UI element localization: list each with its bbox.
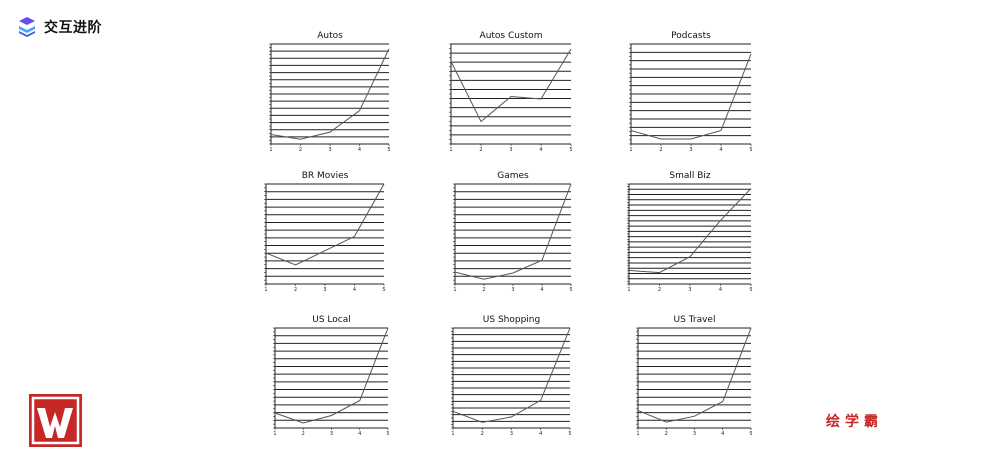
x-tick-label: 1 (264, 287, 267, 293)
line-chart: US Local 1 2 3 4 5 (273, 315, 390, 437)
x-tick-label: 1 (627, 287, 630, 293)
chart-panel: Podcasts 1 2 3 4 5 (625, 28, 761, 156)
x-tick-label: 4 (719, 147, 722, 153)
footer-brand-text: 绘学霸 (826, 414, 883, 430)
x-tick-label: 5 (568, 431, 571, 437)
chart-title: Podcasts (671, 31, 711, 41)
series-line (452, 327, 571, 423)
x-tick-label: 2 (294, 287, 297, 293)
line-chart: Autos 1 2 3 4 5 (269, 31, 391, 153)
series-line (630, 53, 752, 140)
x-tick-label: 1 (629, 147, 632, 153)
series-line (274, 327, 389, 424)
x-tick-label: 2 (659, 147, 662, 153)
x-tick-label: 1 (636, 431, 639, 437)
line-chart: Autos Custom 1 2 3 4 5 (449, 31, 573, 153)
x-tick-label: 4 (539, 431, 542, 437)
x-tick-label: 5 (569, 147, 572, 153)
x-tick-label: 3 (509, 147, 512, 153)
series-line (450, 48, 572, 123)
x-tick-label: 3 (323, 287, 326, 293)
line-chart: US Shopping 1 2 3 4 5 (451, 315, 572, 437)
chart-panel: US Shopping 1 2 3 4 5 (447, 312, 580, 440)
x-tick-label: 5 (749, 287, 752, 293)
x-tick-label: 4 (358, 147, 361, 153)
series-line (270, 48, 390, 140)
line-chart: Small Biz 1 2 3 4 5 (627, 171, 753, 293)
series-line (454, 183, 572, 280)
line-chart: Games 1 2 3 4 5 (453, 171, 573, 293)
x-tick-label: 2 (302, 431, 305, 437)
x-tick-label: 5 (749, 147, 752, 153)
x-tick-label: 3 (330, 431, 333, 437)
chart-title: US Shopping (483, 315, 540, 325)
x-tick-label: 3 (688, 287, 691, 293)
series-line (637, 327, 752, 423)
x-tick-label: 2 (665, 431, 668, 437)
x-tick-label: 4 (353, 287, 356, 293)
x-tick-label: 5 (387, 147, 390, 153)
w-logo-icon (29, 394, 82, 447)
x-tick-label: 5 (749, 431, 752, 437)
x-tick-label: 5 (386, 431, 389, 437)
x-tick-label: 5 (382, 287, 385, 293)
x-tick-label: 3 (693, 431, 696, 437)
brand-title: 交互进阶 (44, 20, 102, 36)
x-tick-label: 3 (511, 287, 514, 293)
x-tick-label: 4 (721, 431, 724, 437)
x-tick-label: 2 (482, 287, 485, 293)
x-tick-label: 2 (658, 287, 661, 293)
chart-title: Small Biz (669, 171, 711, 181)
x-tick-label: 1 (449, 147, 452, 153)
series-line (265, 183, 385, 266)
chart-title: US Local (312, 315, 351, 325)
chart-title: BR Movies (302, 171, 349, 181)
layers-icon (19, 17, 35, 37)
line-chart: BR Movies 1 2 3 4 5 (264, 171, 386, 293)
chart-title: Autos (317, 31, 343, 41)
x-tick-label: 1 (269, 147, 272, 153)
chart-panel: Games 1 2 3 4 5 (449, 168, 581, 296)
chart-title: Games (497, 171, 529, 181)
x-tick-label: 2 (481, 431, 484, 437)
x-tick-label: 3 (328, 147, 331, 153)
x-tick-label: 3 (510, 431, 513, 437)
x-tick-label: 4 (540, 287, 543, 293)
x-tick-label: 4 (719, 287, 722, 293)
chart-title: Autos Custom (480, 31, 543, 41)
chart-title: US Travel (674, 315, 716, 325)
chart-panel: BR Movies 1 2 3 4 5 (260, 168, 394, 296)
x-tick-label: 1 (273, 431, 276, 437)
x-tick-label: 4 (539, 147, 542, 153)
x-tick-label: 4 (358, 431, 361, 437)
chart-panel: US Travel 1 2 3 4 5 (632, 312, 761, 440)
brand-header: 交互进阶 (16, 14, 102, 40)
chart-panel: US Local 1 2 3 4 5 (269, 312, 398, 440)
x-tick-label: 2 (479, 147, 482, 153)
chart-panel: Autos Custom 1 2 3 4 5 (445, 28, 581, 156)
line-chart: Podcasts 1 2 3 4 5 (629, 31, 753, 153)
line-chart: US Travel 1 2 3 4 5 (636, 315, 753, 437)
x-tick-label: 2 (299, 147, 302, 153)
chart-panel: Autos 1 2 3 4 5 (265, 28, 399, 156)
x-tick-label: 1 (451, 431, 454, 437)
chart-panel: Small Biz 1 2 3 4 5 (623, 168, 761, 296)
x-tick-label: 1 (453, 287, 456, 293)
x-tick-label: 5 (569, 287, 572, 293)
x-tick-label: 3 (689, 147, 692, 153)
series-line (628, 188, 752, 274)
